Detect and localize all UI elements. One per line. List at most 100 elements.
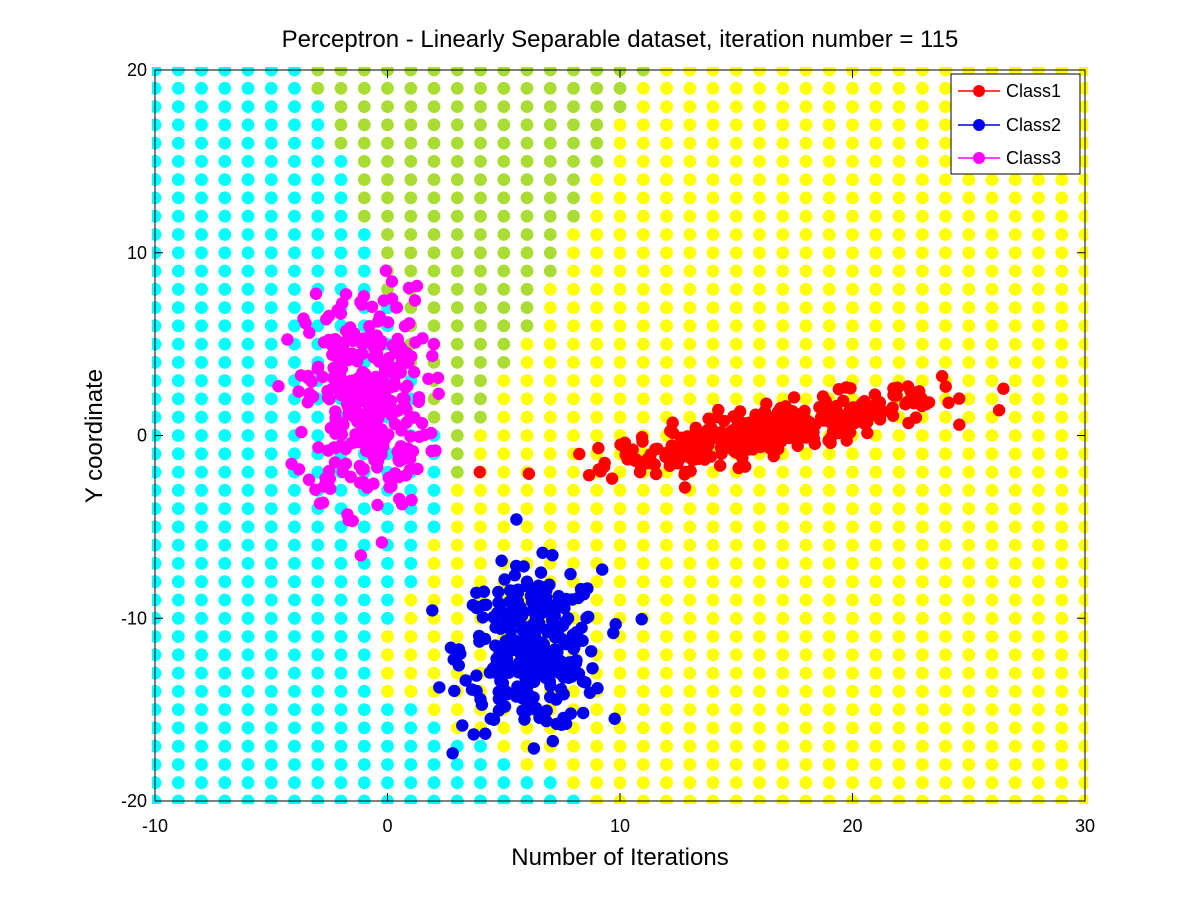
region-grid-dot-class1: [590, 228, 604, 241]
region-grid-dot-class3: [497, 155, 511, 168]
region-grid-dot-class1: [962, 356, 976, 369]
region-grid-dot-class1: [962, 447, 976, 461]
region-grid-dot-class1: [660, 575, 673, 589]
region-grid-dot-class2: [241, 301, 255, 314]
region-grid-dot-class3: [427, 100, 441, 113]
region-grid-dot-class3: [450, 282, 464, 296]
region-grid-dot-class2: [404, 557, 418, 570]
region-grid-dot-class1: [753, 191, 766, 205]
data-point-class1: [727, 410, 740, 423]
region-grid-dot-class1: [450, 630, 464, 643]
region-grid-dot-class1: [753, 630, 766, 643]
region-grid-dot-class1: [1008, 410, 1022, 424]
region-grid-dot-class2: [195, 374, 208, 388]
region-grid-dot-class2: [241, 410, 255, 424]
region-grid-dot-class2: [427, 721, 441, 735]
region-grid-dot-class3: [311, 67, 325, 77]
region-grid-dot-class1: [613, 703, 627, 716]
region-grid-dot-class2: [171, 630, 185, 643]
region-grid-dot-class1: [706, 794, 720, 804]
region-grid-dot-class1: [729, 483, 743, 497]
region-grid-dot-class2: [404, 575, 418, 589]
region-grid-dot-class3: [543, 81, 557, 95]
region-grid-dot-class1: [753, 758, 766, 771]
region-grid-dot-class3: [474, 337, 487, 351]
region-grid-dot-class1: [776, 118, 790, 132]
region-grid-dot-class1: [613, 557, 627, 570]
region-grid-dot-class1: [962, 685, 976, 698]
region-grid-dot-class1: [636, 392, 650, 406]
region-grid-dot-class1: [915, 356, 929, 369]
data-point-class2: [479, 727, 492, 740]
region-grid-dot-class1: [1032, 356, 1045, 369]
region-grid-dot-class1: [1055, 264, 1069, 278]
region-grid-dot-class3: [543, 155, 557, 168]
region-grid-dot-class2: [195, 228, 208, 241]
region-grid-dot-class2: [241, 648, 255, 662]
data-point-class1: [702, 429, 715, 442]
region-grid-dot-class1: [660, 67, 673, 77]
region-grid-dot-class1: [846, 648, 859, 662]
region-grid-dot-class1: [660, 282, 673, 296]
region-grid-dot-class1: [985, 429, 999, 442]
region-grid-dot-class1: [892, 191, 906, 205]
region-grid-dot-class1: [1078, 593, 1088, 607]
region-grid-dot-class1: [799, 264, 813, 278]
region-grid-dot-class2: [195, 264, 208, 278]
region-grid-dot-class1: [753, 228, 766, 241]
data-point-class1: [756, 423, 770, 436]
region-grid-dot-class1: [962, 538, 976, 552]
data-point-class1: [867, 399, 881, 412]
region-grid-dot-class3: [474, 246, 487, 260]
region-grid-dot-class1: [753, 538, 766, 552]
region-grid-dot-class1: [613, 685, 627, 698]
region-grid-dot-class2: [241, 173, 255, 187]
region-grid-dot-class2: [195, 758, 208, 771]
region-grid-dot-class1: [683, 155, 697, 168]
region-grid-dot-class1: [822, 356, 836, 369]
region-grid-dot-class1: [1032, 319, 1045, 333]
region-grid-dot-class1: [520, 447, 534, 461]
region-grid-dot-class1: [776, 557, 790, 570]
region-grid-dot-class1: [776, 520, 790, 534]
region-grid-dot-class1: [776, 739, 790, 753]
region-grid-dot-class1: [1078, 392, 1088, 406]
region-grid-dot-class2: [241, 575, 255, 589]
region-grid-dot-class1: [939, 155, 952, 168]
data-point-class1: [742, 416, 755, 429]
region-grid-dot-class2: [152, 136, 162, 150]
region-grid-dot-class2: [195, 246, 208, 260]
region-grid-dot-class2: [264, 520, 278, 534]
region-grid-dot-class1: [915, 520, 929, 534]
region-grid-dot-class2: [264, 282, 278, 296]
region-grid-dot-class2: [334, 666, 348, 680]
region-grid-dot-class1: [590, 173, 604, 187]
region-grid-dot-class1: [869, 191, 883, 205]
region-grid-dot-class1: [939, 67, 952, 77]
region-grid-dot-class1: [1008, 429, 1022, 442]
data-point-class2: [456, 719, 469, 732]
region-grid-dot-class1: [799, 191, 813, 205]
region-grid-dot-class1: [846, 758, 859, 771]
data-point-class2: [553, 667, 566, 680]
region-grid-dot-class2: [264, 447, 278, 461]
region-grid-dot-class1: [706, 776, 720, 790]
data-point-class3: [306, 390, 320, 403]
region-grid-dot-class1: [822, 593, 836, 607]
region-grid-dot-class2: [264, 758, 278, 771]
region-grid-dot-class1: [683, 173, 697, 187]
region-grid-dot-class1: [799, 282, 813, 296]
region-grid-dot-class2: [171, 155, 185, 168]
region-grid-dot-class2: [218, 356, 232, 369]
data-point-class3: [356, 422, 370, 435]
region-grid-dot-class3: [450, 81, 464, 95]
region-grid-dot-class1: [660, 502, 673, 515]
region-grid-dot-class3: [520, 67, 534, 77]
region-grid-dot-class2: [152, 392, 162, 406]
region-grid-dot-class3: [450, 337, 464, 351]
region-grid-dot-class3: [567, 100, 580, 113]
data-point-class2: [492, 692, 506, 706]
region-grid-dot-class1: [869, 209, 883, 223]
region-grid-dot-class1: [915, 721, 929, 735]
region-grid-dot-class1: [869, 319, 883, 333]
